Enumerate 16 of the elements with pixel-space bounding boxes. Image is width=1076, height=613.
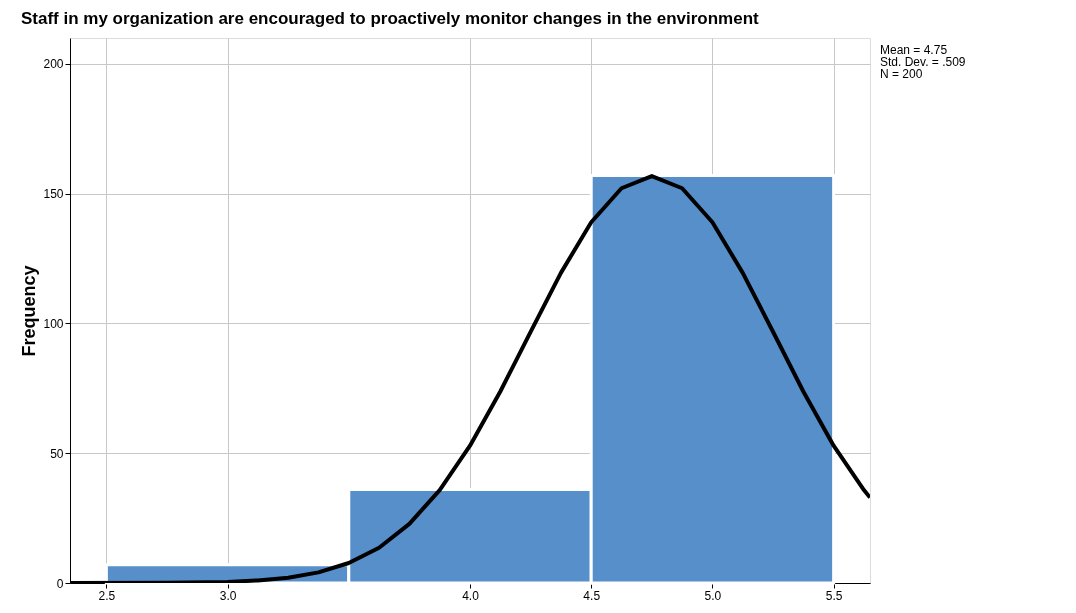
- y-tick-label: 0: [56, 576, 64, 591]
- x-tick-label: 2.5: [98, 588, 116, 603]
- text: Mean = 4.75: [880, 43, 948, 57]
- chart-title: Staff in my organization are encouraged to proactively monitor changes in the environment: [20, 9, 760, 28]
- text: N = 200: [880, 67, 923, 81]
- y-tick-label: 50: [50, 446, 64, 461]
- y-tick-label: 100: [43, 316, 64, 331]
- y-axis-title: Frequency: [19, 265, 40, 357]
- x-tick-label: 5.0: [704, 588, 722, 603]
- x-tick-label: 4.0: [462, 588, 480, 603]
- x-tick-label: 3.0: [219, 588, 237, 603]
- y-tick-label: 200: [43, 57, 64, 72]
- y-tick-label: 150: [43, 187, 64, 202]
- x-tick-label: 4.5: [583, 588, 601, 603]
- text: Std. Dev. = .509: [880, 55, 966, 69]
- x-tick-label: 5.5: [825, 588, 843, 603]
